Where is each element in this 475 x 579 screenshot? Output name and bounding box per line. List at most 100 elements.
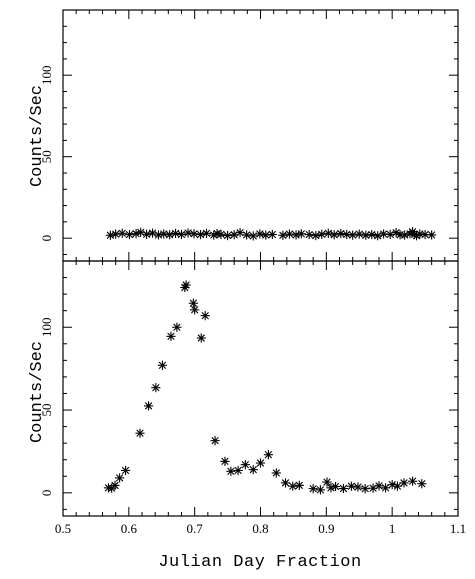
data-point [183,228,193,238]
data-point [294,480,304,490]
data-point [142,229,152,239]
data-point [336,229,346,239]
top-panel-frame [62,9,459,262]
data-point [392,481,403,491]
data-point [165,230,175,240]
data-point [135,428,145,438]
data-point [361,230,371,240]
y-tick-label: 0 [39,235,54,242]
data-point [151,383,161,393]
data-point [248,465,258,475]
data-point [242,230,252,240]
data-point [322,477,332,487]
bottom-panel-y-axis-label: Counts/Sec [28,341,47,443]
y-tick-label: 50 [39,404,54,417]
top-panel: 0 50 100 Counts/Sec [28,9,459,262]
x-tick-label: 0.5 [55,521,71,536]
y-tick-label: 50 [39,150,54,163]
top-panel-y-axis-label: Counts/Sec [28,85,47,187]
x-tick-label: 0.7 [187,521,204,536]
data-point [255,458,266,468]
data-point [315,485,326,495]
data-point [354,229,364,239]
data-point [296,229,306,239]
bottom-panel: 0 50 100 Counts/Sec [28,260,459,517]
data-point [323,228,333,238]
data-point [263,450,273,460]
data-point [200,311,210,321]
top-panel-ticks [62,10,459,261]
data-point [117,228,127,238]
data-point [222,230,233,241]
data-point [159,229,169,239]
data-point [311,230,321,241]
data-point [385,229,395,240]
data-point [353,482,363,492]
y-tick-label: 100 [39,65,54,85]
data-point [110,480,120,490]
data-point [170,228,181,239]
data-point [329,230,339,240]
data-point [190,305,200,315]
x-tick-label: 1 [389,521,396,536]
data-point [201,228,212,238]
bottom-panel-y-tick-labels: 0 50 100 [39,317,54,496]
data-point [124,229,135,240]
data-point [166,331,176,341]
x-tick-label: 0.6 [121,521,138,536]
top-panel-y-tick-labels: 0 50 100 [39,65,54,241]
data-point [157,360,168,370]
data-point [226,466,236,476]
data-point [284,229,295,239]
data-point [374,481,384,491]
data-point [373,231,383,241]
data-point [176,229,187,240]
data-point [271,468,281,478]
data-point [342,229,352,240]
data-point [120,465,131,476]
y-tick-label: 0 [39,490,54,497]
data-point [143,401,154,411]
data-point [181,280,191,290]
data-point [427,230,437,240]
data-point [196,333,206,343]
data-point [210,436,220,446]
data-point [367,229,377,240]
x-axis-label: Julian Day Fraction [158,553,361,572]
data-point [172,322,182,332]
data-point [220,456,230,466]
data-point [407,476,418,486]
data-point [235,228,245,238]
data-point [417,479,427,489]
data-point [233,465,243,476]
data-point [360,484,370,494]
data-point [195,229,206,240]
data-point [255,229,265,239]
data-point [308,484,318,494]
data-point [261,230,271,240]
data-point [346,481,356,491]
x-tick-label: 0.8 [252,521,268,536]
bottom-panel-points [103,280,427,495]
data-point [399,478,409,488]
bottom-panel-ticks [62,261,459,516]
data-point [240,460,250,470]
data-point [248,231,258,241]
x-tick-labels: 0.5 0.6 0.7 0.8 0.9 1 1.1 [55,521,466,536]
data-point [267,229,277,240]
data-point [189,229,199,239]
x-tick-label: 0.9 [318,521,334,536]
data-point [338,483,349,494]
data-point [380,483,391,493]
data-point [317,229,327,239]
top-panel-points [105,227,437,241]
data-point [216,229,226,239]
data-point [147,228,158,238]
data-point [387,479,397,490]
data-point [330,481,341,492]
y-tick-label: 100 [39,317,54,337]
data-point [280,478,291,488]
data-point [115,473,125,483]
data-point [348,230,358,240]
data-point [304,229,314,240]
